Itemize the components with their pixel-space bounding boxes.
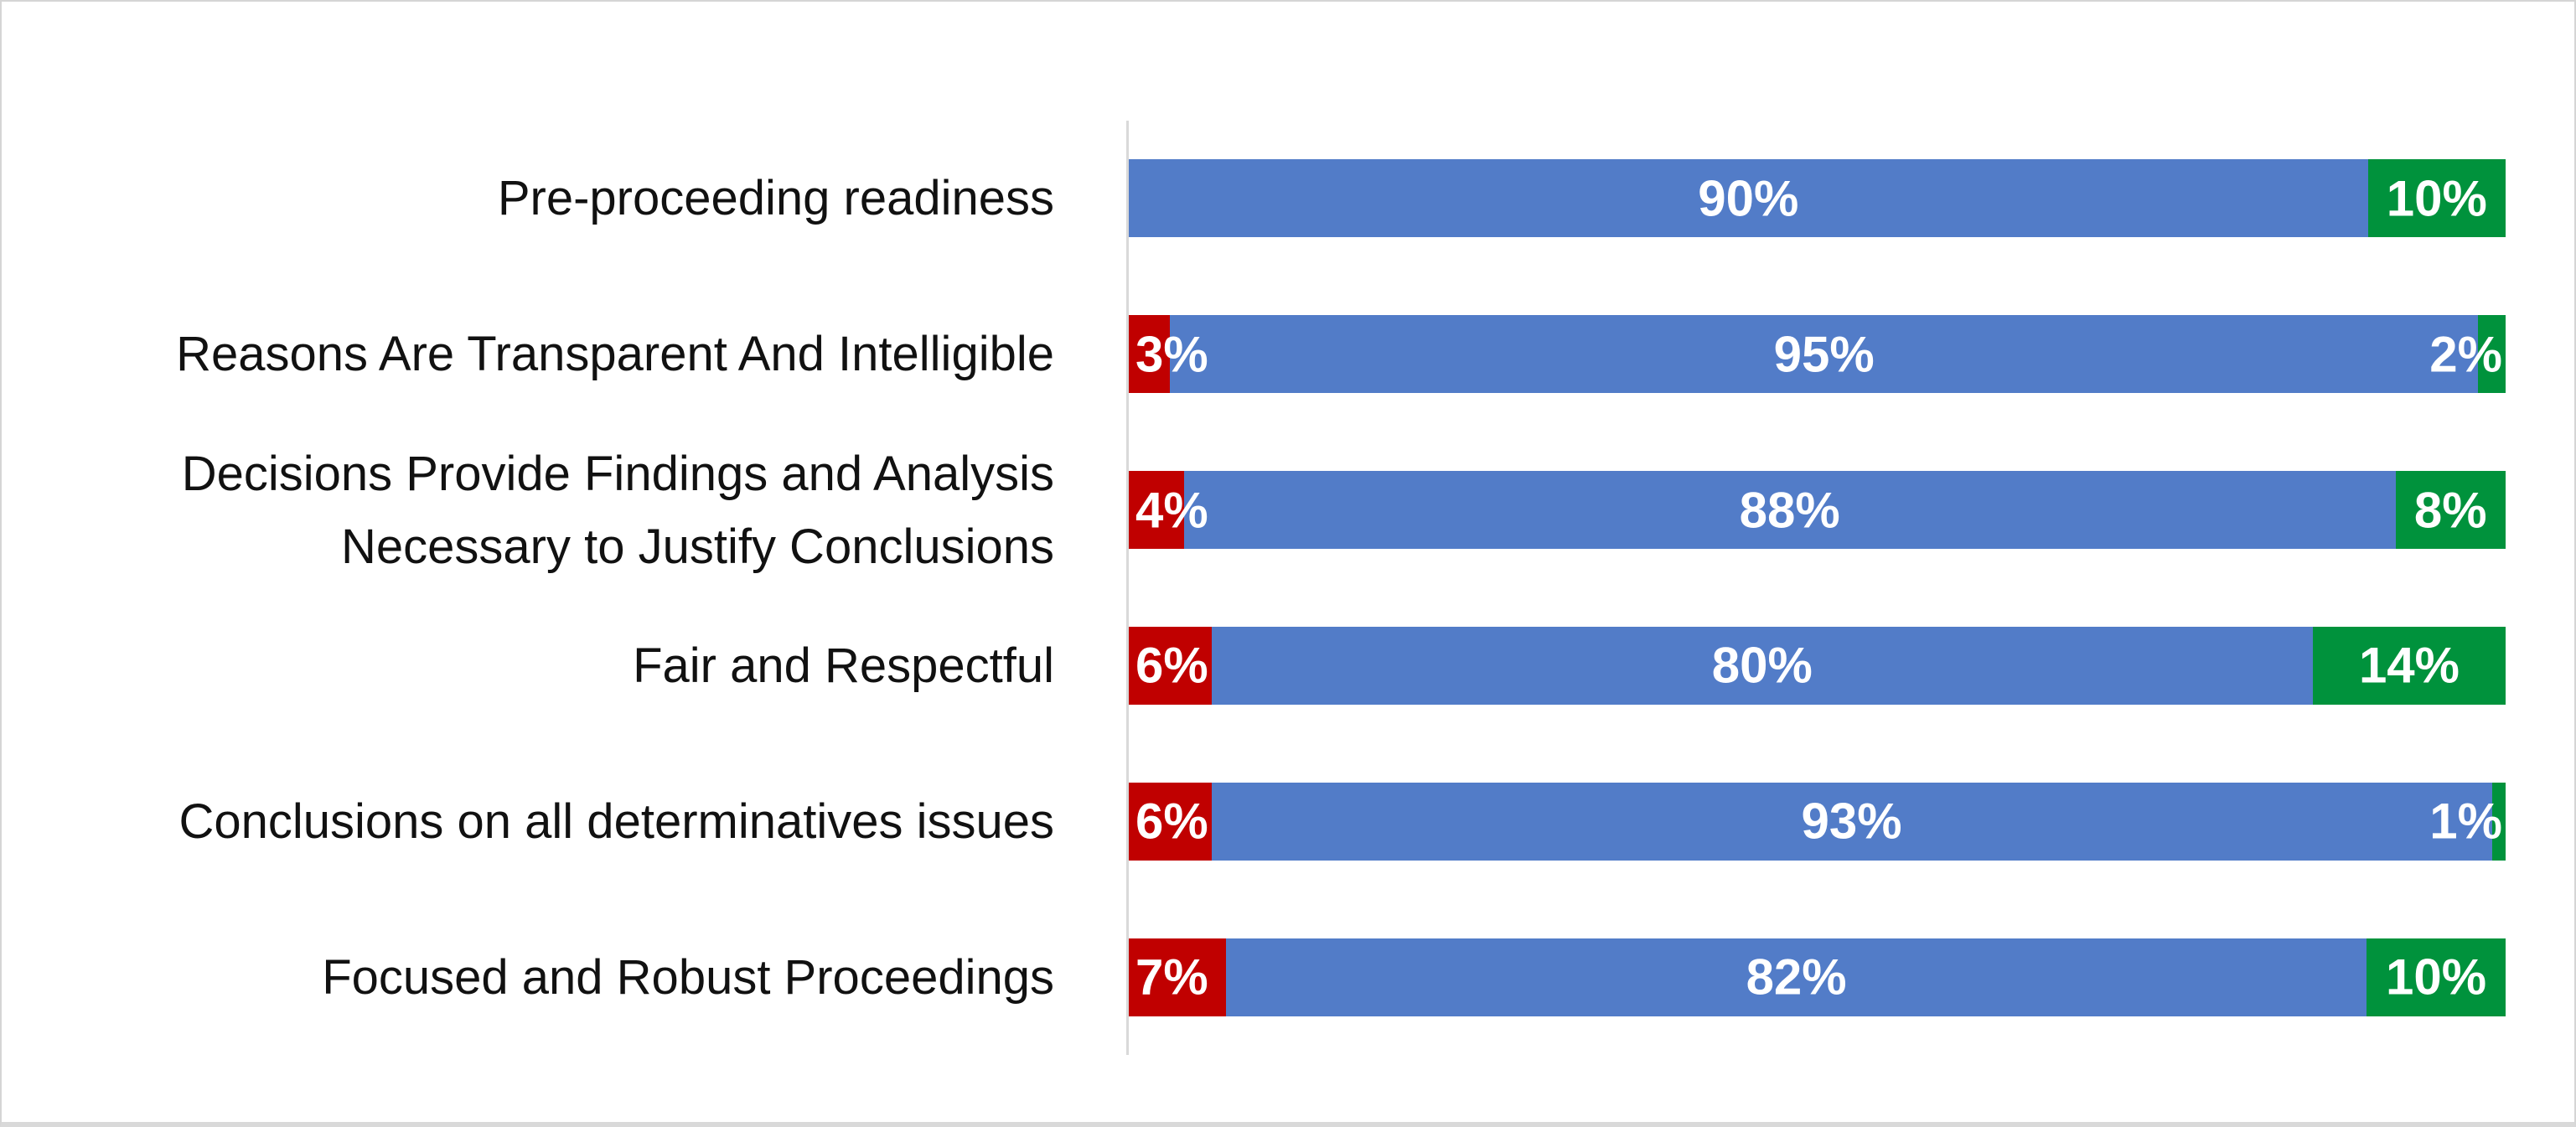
bar-segment-value: 3% <box>1135 326 1208 383</box>
chart-row: Fair and Respectful 6% 80% 14% <box>2 587 2506 743</box>
bar-segment-value: 14% <box>2358 637 2460 694</box>
bar-segment-value: 90% <box>1698 170 1799 227</box>
bar-segment-value: 7% <box>1135 949 1208 1006</box>
bar-segment-blue: 93% <box>1211 782 2492 861</box>
bar-segment-value: 8% <box>2413 482 2487 539</box>
bar-segment-value: 2% <box>2429 326 2502 383</box>
bar-segment-value: 4% <box>1135 482 1208 539</box>
category-label: Pre-proceeding readiness <box>497 171 1054 226</box>
bar-segment-value: 95% <box>1773 326 1875 383</box>
bar-segment-green: 10% <box>2367 159 2506 238</box>
bar-segment-red: 6% <box>1129 626 1212 705</box>
chart-row: Pre-proceeding readiness 90% 10% <box>2 121 2506 277</box>
bar-track: 3% 95% 2% <box>1129 315 2506 394</box>
bar-track: 6% 93% 1% <box>1129 782 2506 861</box>
bar-segment-value: 82% <box>1746 949 1847 1006</box>
bar-segment-blue: 80% <box>1211 626 2313 705</box>
bar-segment-value: 6% <box>1135 793 1208 850</box>
category-label: Decisions Provide Findings and Analysis … <box>181 446 1054 574</box>
bar-segment-green: 1% <box>2429 782 2506 861</box>
chart-rows: Pre-proceeding readiness 90% 10% Reasons Ar… <box>2 121 2506 1055</box>
category-axis-line <box>1126 121 1129 1055</box>
bar-segment-red: 3% <box>1129 315 1208 394</box>
chart-row: Reasons Are Transparent And Intelligible… <box>2 277 2506 432</box>
bar-segment-red: 6% <box>1129 782 1212 861</box>
bar-track: 6% 80% 14% <box>1129 626 2506 705</box>
bar-segment-blue: 90% <box>1129 159 2368 238</box>
chart-row: Conclusions on all determinatives issues… <box>2 743 2506 899</box>
bar-track: 4% 88% 8% <box>1129 471 2506 550</box>
bar-segment-blue: 95% <box>1170 315 2479 394</box>
bar-segment-value: 10% <box>2386 170 2487 227</box>
bar-segment-value: 93% <box>1801 793 1902 850</box>
category-label: Focused and Robust Proceedings <box>322 949 1054 1005</box>
bar-segment-green: 10% <box>2367 938 2506 1016</box>
bar-segment-value: 1% <box>2429 793 2502 850</box>
bar-track: 7% 82% 10% <box>1129 938 2506 1016</box>
bar-segment-red: 4% <box>1129 471 1208 550</box>
bar-segment-green: 8% <box>2395 471 2506 550</box>
category-label: Reasons Are Transparent And Intelligible <box>176 327 1054 382</box>
chart-row: Decisions Provide Findings and Analysis … <box>2 432 2506 588</box>
bar-segment-green: 2% <box>2429 315 2506 394</box>
bar-segment-red: 7% <box>1129 938 1227 1016</box>
bar-segment-value: 6% <box>1135 637 1208 694</box>
bar-segment-value: 88% <box>1739 482 1840 539</box>
chart-row: Focused and Robust Proceedings 7% 82% 10% <box>2 899 2506 1055</box>
bar-segment-green: 14% <box>2312 626 2506 705</box>
bar-segment-value: 80% <box>1711 637 1813 694</box>
bar-segment-blue: 82% <box>1226 938 2367 1016</box>
category-label: Conclusions on all determinatives issues <box>178 794 1054 849</box>
bar-track: 90% 10% <box>1129 159 2506 238</box>
bar-segment-blue: 88% <box>1183 471 2396 550</box>
bar-segment-value: 10% <box>2385 949 2487 1006</box>
category-label: Fair and Respectful <box>633 638 1054 693</box>
